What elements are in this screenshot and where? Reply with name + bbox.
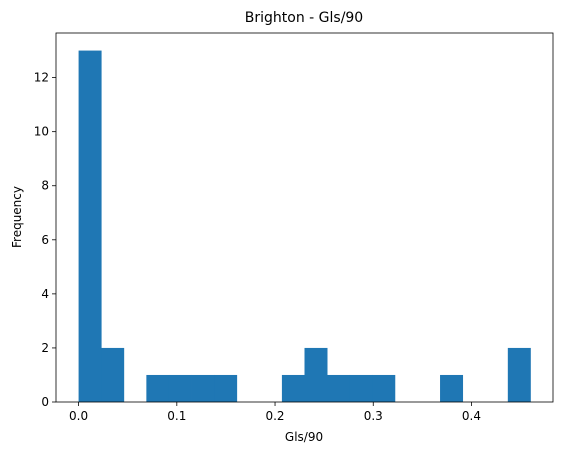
y-tick-label: 8	[41, 179, 49, 193]
histogram-bar	[440, 375, 463, 402]
y-tick-label: 6	[41, 233, 49, 247]
histogram-bar	[192, 375, 215, 402]
x-axis-ticks: 0.0 0.1 0.2 0.3 0.4	[69, 402, 481, 423]
histogram-bar	[372, 375, 395, 402]
histogram-bar	[350, 375, 373, 402]
x-tick-label: 0.2	[265, 409, 284, 423]
histogram-bar	[305, 348, 328, 402]
histogram-bar	[79, 51, 102, 402]
y-axis-ticks: 0 2 4 6 8 10 12	[34, 71, 56, 409]
plot-frame	[56, 33, 553, 402]
x-axis-label: Gls/90	[285, 430, 323, 444]
y-tick-label: 12	[34, 71, 49, 85]
x-tick-label: 0.1	[167, 409, 186, 423]
x-tick-label: 0.4	[462, 409, 481, 423]
y-tick-label: 10	[34, 125, 49, 139]
y-tick-label: 2	[41, 341, 49, 355]
histogram-bar	[327, 375, 350, 402]
x-tick-label: 0.0	[69, 409, 88, 423]
histogram-bar	[282, 375, 305, 402]
y-tick-label: 0	[41, 395, 49, 409]
chart-title: Brighton - Gls/90	[245, 10, 363, 26]
histogram-bar	[146, 375, 169, 402]
y-tick-label: 4	[41, 287, 49, 301]
histogram-bar	[101, 348, 124, 402]
histogram-bar	[214, 375, 237, 402]
bars-group	[79, 51, 531, 402]
histogram-bar	[508, 348, 531, 402]
histogram-bar	[169, 375, 192, 402]
x-tick-label: 0.3	[364, 409, 383, 423]
y-axis-label: Frequency	[10, 186, 24, 248]
